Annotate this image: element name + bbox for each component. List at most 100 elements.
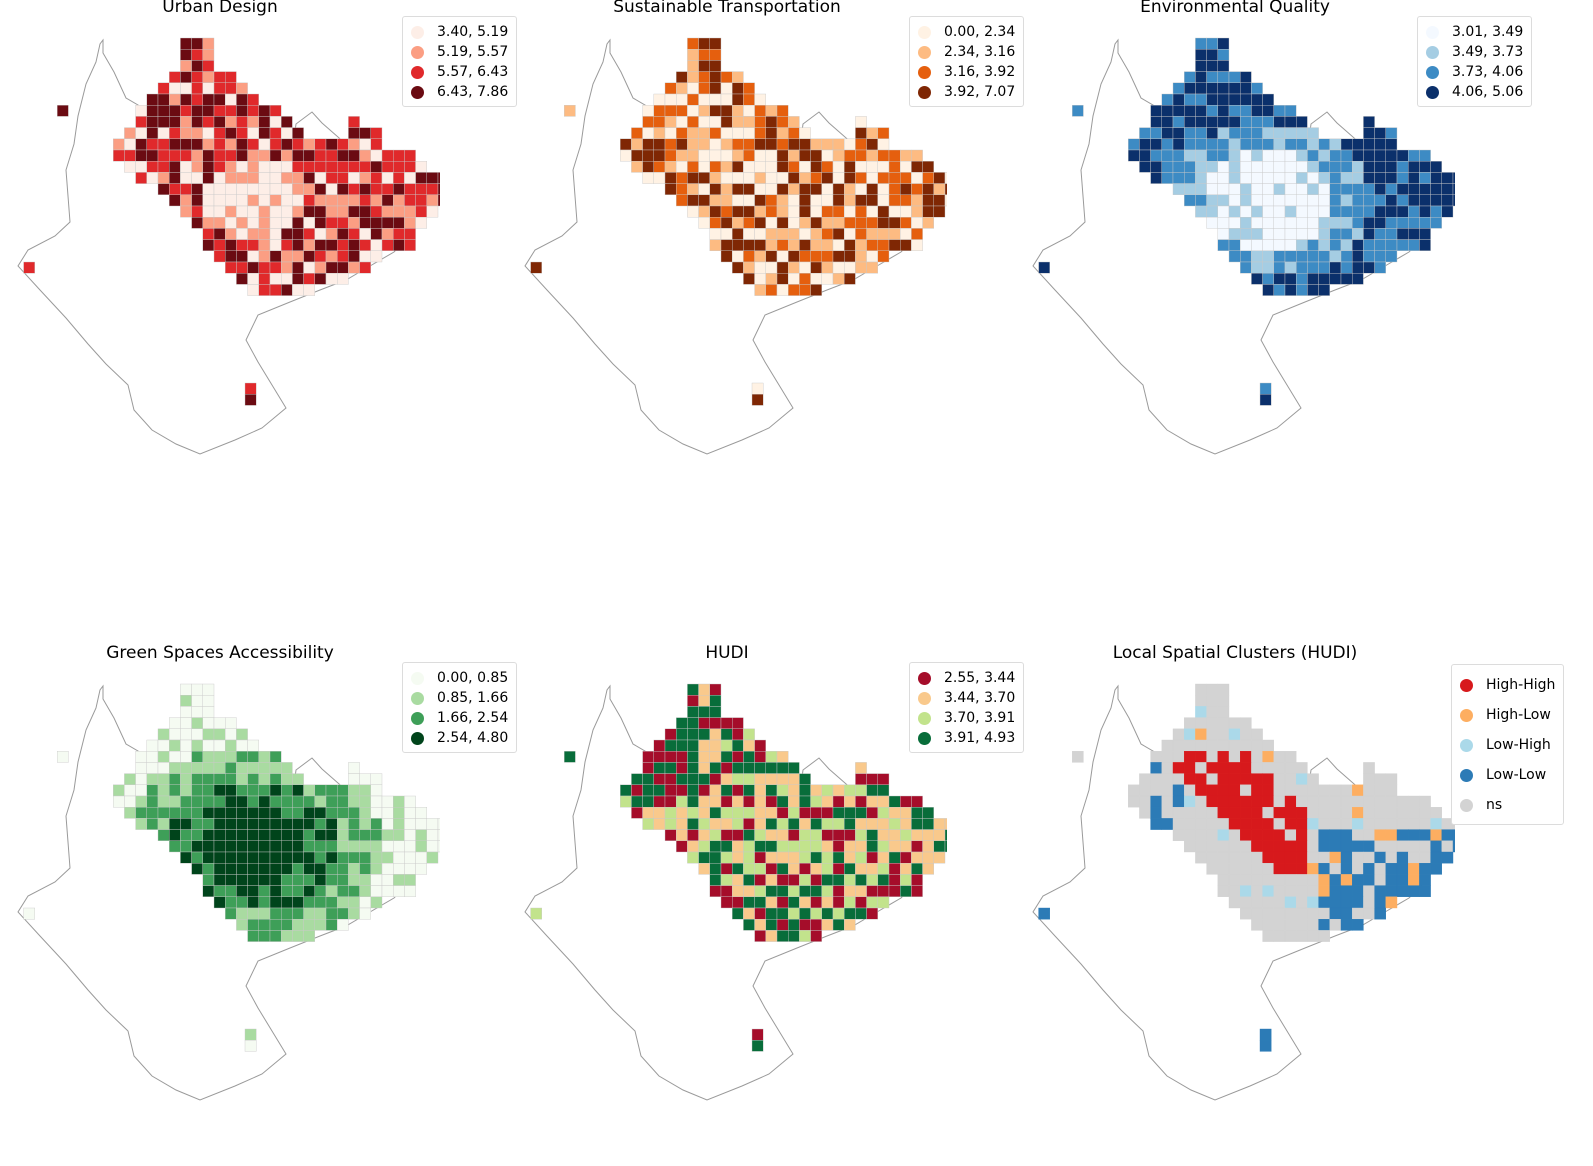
grid-cell xyxy=(1296,784,1308,797)
grid-cell xyxy=(224,104,237,117)
grid-cell xyxy=(687,683,699,696)
grid-cell xyxy=(844,216,856,229)
grid-cell xyxy=(1408,862,1420,875)
grid-cell xyxy=(877,216,890,229)
grid-cell xyxy=(709,116,722,128)
grid-cell xyxy=(146,739,159,752)
grid-cell xyxy=(1374,840,1387,853)
grid-cell xyxy=(1206,216,1219,229)
grid-cell xyxy=(810,160,823,173)
grid-cell xyxy=(202,683,215,696)
legend: 3.40, 5.19 5.19, 5.57 5.57, 6.43 6.43, 7… xyxy=(402,16,518,107)
grid-cell xyxy=(743,784,755,797)
grid-cell xyxy=(1206,60,1219,72)
grid-cell xyxy=(653,127,666,139)
grid-cell xyxy=(1239,885,1252,898)
grid-cell xyxy=(258,138,271,151)
grid-cell xyxy=(698,706,711,718)
grid-cell xyxy=(202,818,215,830)
grid-cell xyxy=(146,116,159,128)
grid-cell xyxy=(1408,885,1420,898)
grid-cell xyxy=(1217,183,1230,196)
grid-cell xyxy=(810,851,823,864)
grid-cell xyxy=(1239,896,1252,909)
grid-cell xyxy=(731,160,744,173)
grid-cell xyxy=(303,862,316,875)
grid-cell xyxy=(944,829,947,842)
grid-cell xyxy=(720,93,733,106)
grid-cell xyxy=(866,840,879,853)
grid-cell xyxy=(1172,183,1185,196)
grid-cell xyxy=(1228,750,1241,763)
grid-cell xyxy=(1340,160,1353,173)
grid-cell xyxy=(653,138,666,151)
grid-cell xyxy=(381,874,394,886)
legend-swatch xyxy=(1460,678,1473,692)
grid-cell xyxy=(709,216,722,229)
legend-swatch xyxy=(411,25,424,39)
grid-cell xyxy=(877,172,890,184)
grid-cell xyxy=(1172,795,1185,808)
grid-cell xyxy=(180,695,192,707)
grid-cell xyxy=(281,216,293,229)
grid-cell xyxy=(202,160,215,173)
grid-cell xyxy=(1217,818,1230,830)
grid-cell xyxy=(866,138,879,151)
grid-cell xyxy=(168,762,181,774)
grid-cell xyxy=(844,885,856,898)
grid-cell xyxy=(370,795,383,808)
grid-cell xyxy=(866,862,879,875)
grid-cell xyxy=(325,795,338,808)
grid-cell xyxy=(1419,183,1431,196)
grid-cell xyxy=(855,194,867,207)
grid-cell xyxy=(1273,862,1286,875)
grid-cell xyxy=(348,874,360,886)
grid-cell xyxy=(381,795,394,808)
grid-cell xyxy=(1430,851,1443,864)
grid-cell xyxy=(1296,773,1308,785)
grid-cell xyxy=(244,1040,257,1052)
grid-cell xyxy=(855,907,867,920)
grid-cell xyxy=(776,149,789,162)
grid-cell xyxy=(303,216,316,229)
grid-cell xyxy=(1284,284,1297,296)
legend-item: 3.16, 3.92 xyxy=(918,62,1015,82)
grid-cell xyxy=(776,284,789,296)
grid-cell xyxy=(1374,216,1387,229)
grid-cell xyxy=(944,172,947,184)
grid-cell xyxy=(1251,829,1263,842)
grid-cell xyxy=(168,172,181,184)
grid-cell xyxy=(731,829,744,842)
grid-cell xyxy=(832,228,845,240)
grid-cell xyxy=(788,194,800,207)
grid-cell xyxy=(877,228,890,240)
grid-cell xyxy=(1262,104,1275,117)
grid-cell xyxy=(1307,818,1319,830)
grid-cell xyxy=(1273,806,1286,819)
grid-cell xyxy=(900,239,912,252)
grid-cell xyxy=(180,138,192,151)
grid-cell xyxy=(1239,82,1252,95)
grid-cell xyxy=(348,183,360,196)
grid-cell xyxy=(269,216,282,229)
grid-cell xyxy=(224,160,237,173)
grid-cell xyxy=(180,82,192,95)
grid-cell xyxy=(1441,851,1454,864)
grid-cell xyxy=(258,885,271,898)
grid-cell xyxy=(348,885,360,898)
grid-cell xyxy=(799,138,811,151)
grid-cell xyxy=(1284,885,1297,898)
grid-cell xyxy=(765,194,778,207)
grid-cell xyxy=(247,205,260,218)
grid-cell xyxy=(888,172,901,184)
grid-cell xyxy=(1161,773,1174,785)
grid-cell xyxy=(687,706,699,718)
grid-cell xyxy=(236,82,248,95)
legend-label: 5.19, 5.57 xyxy=(437,44,509,60)
grid-cell xyxy=(303,284,316,296)
grid-cell xyxy=(832,183,845,196)
grid-cell xyxy=(1195,149,1207,162)
grid-cell xyxy=(765,750,778,763)
grid-cell xyxy=(258,862,271,875)
grid-cell xyxy=(664,773,677,785)
